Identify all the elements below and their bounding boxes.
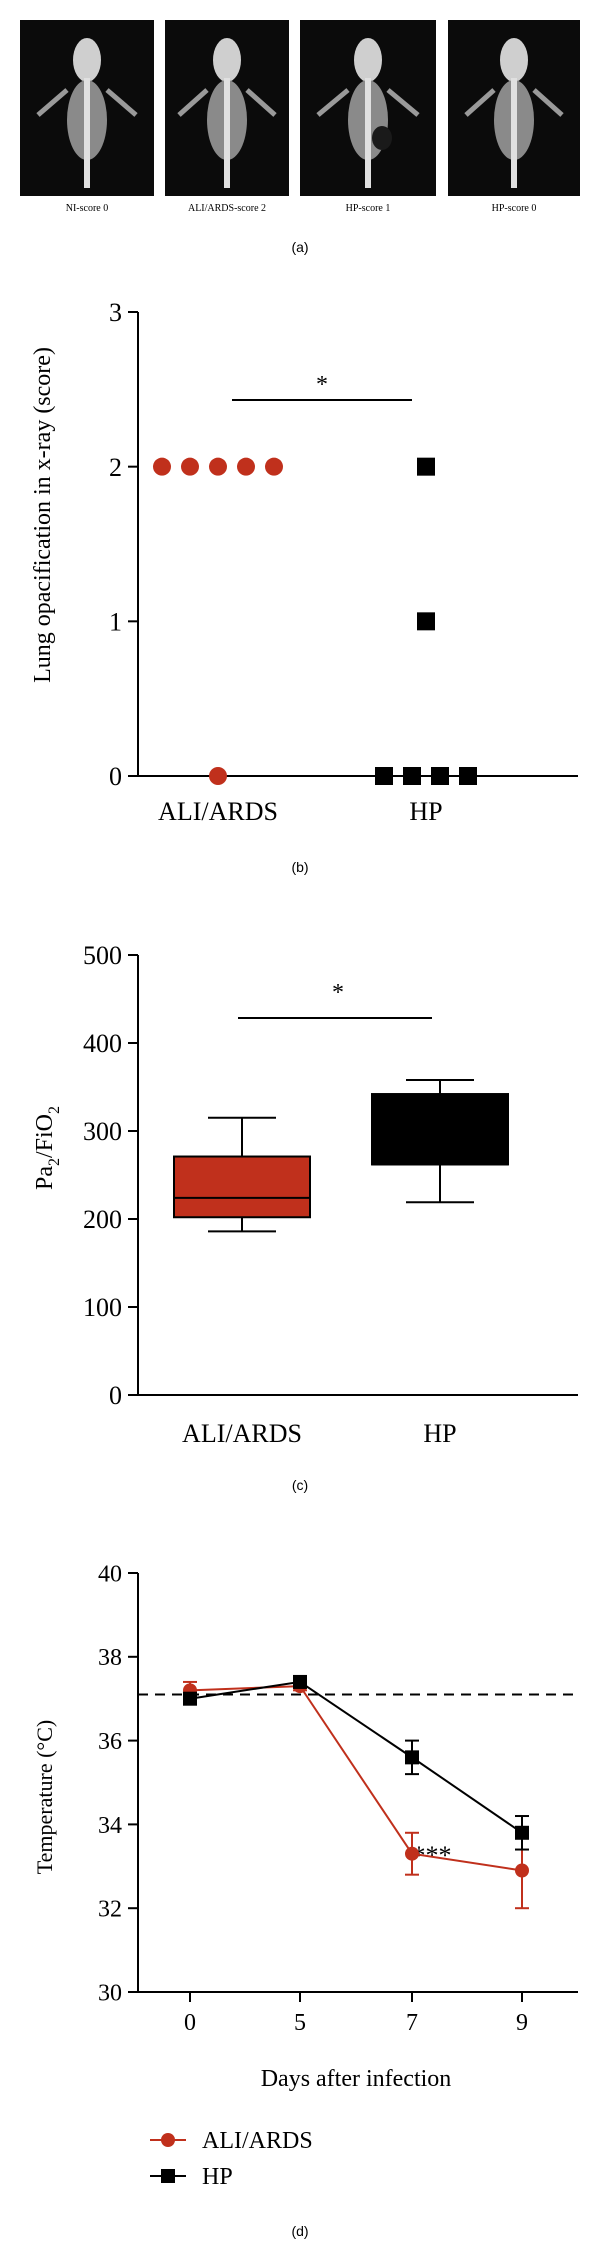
ylabel-c: Pa2/FiO2: [32, 1106, 63, 1190]
ytick-label-c: 200: [83, 1205, 122, 1234]
xray-image-1: [20, 20, 154, 196]
xray-image-2: [165, 20, 289, 196]
data-point-ali-ards: [209, 767, 227, 785]
ytick-label-d: 36: [98, 1729, 122, 1755]
legend-marker-hp: [161, 2169, 175, 2183]
data-point-ali-ards: [209, 457, 227, 476]
data-point-ali-ards: [237, 457, 255, 476]
ytick-label-d: 32: [98, 1897, 122, 1923]
panel-label-d: (d): [291, 2223, 308, 2239]
ytick-label-c: 0: [109, 1381, 122, 1410]
data-point-hp: [293, 1674, 307, 1689]
data-point-ali-ards: [515, 1863, 529, 1878]
data-point-hp: [403, 767, 421, 785]
data-point-hp: [459, 767, 477, 785]
data-point-hp: [515, 1825, 529, 1840]
legend-label-hp: HP: [202, 2164, 233, 2190]
xray-caption-3: HP-score 1: [346, 203, 391, 214]
data-point-hp: [183, 1691, 197, 1706]
panel-a: NI-score 0 ALI/ARDS-score 2 HP-score 1 H…: [20, 20, 580, 255]
xray-caption-1: NI-score 0: [66, 203, 108, 214]
panel-label-b: (b): [291, 859, 308, 875]
series-line-hp: [189, 1680, 523, 1834]
box-ali-ards: [173, 1155, 311, 1219]
ytick-label-c: 500: [83, 941, 122, 970]
xray-image-4: [448, 20, 580, 196]
data-point-hp: [405, 1750, 419, 1765]
xtick-label-d: 5: [294, 2010, 306, 2036]
legend-label-ali-ards: ALI/ARDS: [202, 2128, 313, 2154]
significance-mark-c: *: [332, 980, 344, 1006]
panel-label-c: (c): [292, 1477, 308, 1493]
xray-image-3: [300, 20, 436, 196]
panel-label-a: (a): [291, 239, 308, 255]
data-point-ali-ards: [181, 457, 199, 476]
panel-d: Temperature (°C) Days after infection **…: [32, 1561, 578, 2239]
data-point-ali-ards: [405, 1846, 419, 1861]
xtick-label-c-1: ALI/ARDS: [182, 1419, 302, 1448]
data-point-hp: [375, 767, 393, 785]
xtick-label-d: 7: [406, 2010, 418, 2036]
xtick-label-d: 9: [516, 2010, 528, 2036]
xtick-label-b-1: ALI/ARDS: [158, 797, 278, 826]
ytick-label-c: 300: [83, 1117, 122, 1146]
xtick-label-d: 0: [184, 2010, 196, 2036]
ytick-label-b: 2: [109, 453, 122, 482]
xtick-label-b-2: HP: [409, 797, 442, 826]
panel-b: Lung opacification in x-ray (score) ALI/…: [30, 298, 578, 875]
xray-caption-4: HP-score 0: [492, 203, 537, 214]
xlabel-d: Days after infection: [261, 2066, 452, 2092]
ytick-label-d: 34: [98, 1813, 122, 1839]
ytick-label-d: 38: [98, 1645, 122, 1671]
panel-c: Pa2/FiO2 ALI/ARDS HP (c) * 0 100 200 300 400…: [32, 941, 578, 1493]
legend-item-ali-ards: ALI/ARDS: [150, 2128, 313, 2154]
xtick-label-c-2: HP: [423, 1419, 456, 1448]
data-point-ali-ards: [265, 457, 283, 476]
ylabel-d: Temperature (°C): [32, 1720, 57, 1874]
legend-item-hp: HP: [150, 2164, 233, 2190]
ytick-label-d: 40: [98, 1561, 122, 1587]
series-line-ali-ards: [189, 1685, 523, 1872]
xray-caption-2: ALI/ARDS-score 2: [188, 203, 266, 214]
ytick-label-b: 0: [109, 762, 122, 791]
ytick-label-d: 30: [98, 1980, 122, 2006]
ytick-label-b: 3: [109, 298, 122, 327]
significance-mark-b: *: [316, 372, 328, 398]
legend-d: ALI/ARDS HP: [150, 2128, 313, 2190]
data-point-hp: [431, 767, 449, 785]
ytick-label-c: 400: [83, 1029, 122, 1058]
data-point-hp: [417, 457, 435, 476]
ytick-label-b: 1: [109, 607, 122, 636]
ytick-label-c: 100: [83, 1293, 122, 1322]
ylabel-b: Lung opacification in x-ray (score): [30, 347, 56, 683]
box-hp: [371, 1093, 509, 1166]
legend-marker-ali-ards: [161, 2133, 175, 2147]
data-point-ali-ards: [153, 457, 171, 476]
data-point-hp: [417, 612, 435, 631]
